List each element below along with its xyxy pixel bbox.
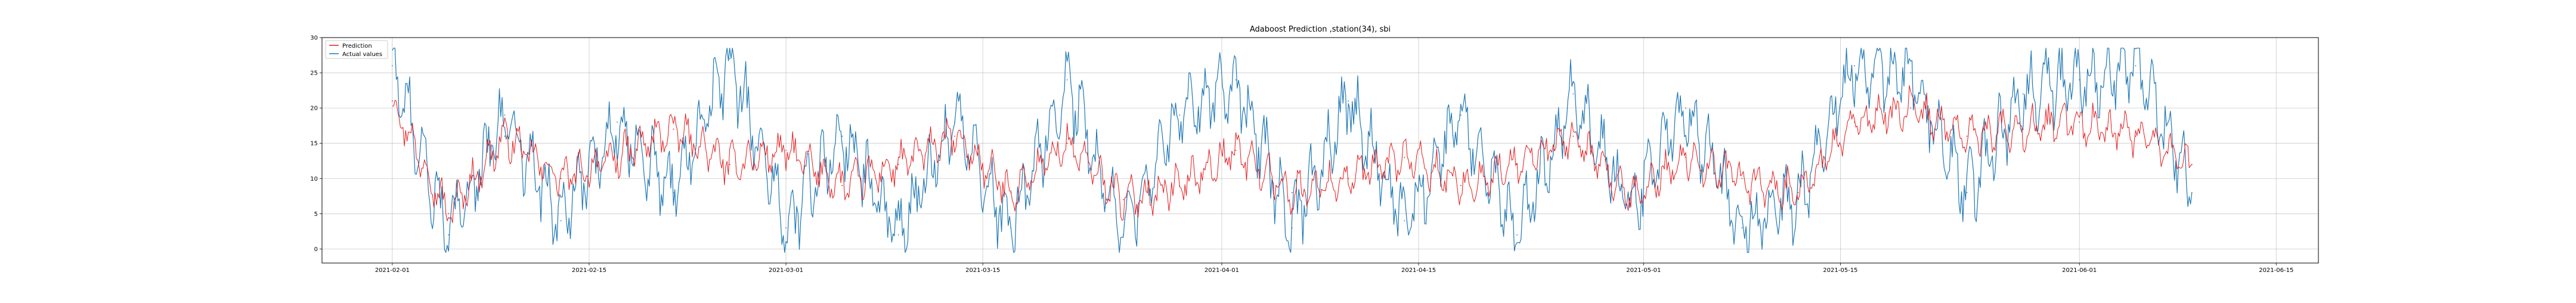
prediction-point <box>1066 143 1068 144</box>
prediction-point <box>897 163 899 165</box>
actual-point <box>1235 79 1237 81</box>
legend-prediction-label: Prediction <box>342 43 372 50</box>
prediction-point <box>1741 178 1743 180</box>
prediction-point <box>1797 191 1799 193</box>
y-tick-label: 25 <box>310 70 318 77</box>
legend-actual-label: Actual values <box>342 51 382 58</box>
actual-point <box>1572 93 1574 95</box>
prediction-point <box>1966 135 1968 137</box>
actual-point <box>560 220 562 222</box>
actual-point <box>1066 79 1068 81</box>
actual-point <box>1460 115 1462 116</box>
actual-point <box>1685 107 1686 109</box>
x-tick-label: 2021-05-01 <box>1626 267 1661 274</box>
prediction-point <box>1235 150 1237 151</box>
x-tick-label: 2021-03-15 <box>965 267 1000 274</box>
prediction-point <box>1910 107 1912 109</box>
prediction-point <box>841 185 843 186</box>
y-tick-label: 15 <box>310 141 318 147</box>
prediction-point <box>1628 199 1630 200</box>
prediction-point <box>2022 128 2024 130</box>
actual-point <box>1404 220 1405 222</box>
actual-point <box>1854 65 1855 67</box>
prediction-point <box>1010 191 1012 193</box>
prediction-point <box>954 135 955 137</box>
x-tick-label: 2021-02-01 <box>375 267 410 274</box>
prediction-point <box>391 100 393 102</box>
prediction-point <box>560 178 562 180</box>
prediction-point <box>1123 199 1124 200</box>
prediction-point <box>2191 163 2193 165</box>
legend-box <box>325 40 388 59</box>
actual-point <box>897 234 899 236</box>
x-tick-label: 2021-02-15 <box>572 267 606 274</box>
legend: Prediction Actual values <box>325 40 388 59</box>
actual-point <box>1348 100 1349 102</box>
actual-point <box>1741 227 1743 228</box>
y-tick-label: 20 <box>310 106 318 112</box>
y-tick-label: 0 <box>314 246 318 253</box>
actual-point <box>1179 115 1181 116</box>
actual-point <box>1010 227 1012 228</box>
actual-point <box>954 121 955 123</box>
y-tick-label: 30 <box>310 35 318 42</box>
prediction-point <box>1179 185 1181 186</box>
y-tick-label: 10 <box>310 176 318 183</box>
actual-point <box>617 121 618 123</box>
prediction-point <box>1348 178 1349 180</box>
actual-point <box>673 191 674 193</box>
actual-point <box>1910 72 1912 73</box>
chart-title: Adaboost Prediction ,station(34), sbi <box>1250 25 1391 34</box>
actual-point <box>2191 191 2193 193</box>
actual-point <box>785 227 787 228</box>
series-lines <box>391 48 2193 253</box>
prediction-point <box>1854 121 1855 123</box>
prediction-point <box>617 156 618 158</box>
x-tick-label: 2021-05-15 <box>1823 267 1857 274</box>
actual-point <box>1628 206 1630 208</box>
actual-point <box>1123 234 1124 236</box>
actual-point <box>1516 234 1518 236</box>
actual-series-line <box>392 48 2193 253</box>
prediction-point <box>1516 163 1518 165</box>
prediction-point <box>1572 135 1574 137</box>
actual-point <box>1966 191 1968 193</box>
plot-background <box>322 38 2318 263</box>
actual-point <box>504 115 506 116</box>
actual-point <box>1291 227 1293 228</box>
actual-point <box>841 135 843 137</box>
axis-ticks: 2021-02-01 2021-02-15 2021-03-01 2021-03-15… <box>310 35 2293 274</box>
actual-point <box>2135 65 2137 67</box>
actual-point <box>2022 93 2024 95</box>
prediction-point <box>1685 156 1686 158</box>
actual-point <box>391 65 393 67</box>
prediction-point <box>1404 156 1405 158</box>
x-tick-label: 2021-06-15 <box>2259 267 2293 274</box>
prediction-point <box>504 135 506 137</box>
x-tick-label: 2021-06-01 <box>2062 267 2097 274</box>
prediction-series-line <box>392 85 2193 223</box>
prediction-point <box>2079 121 2080 123</box>
plot-frame <box>321 37 2319 264</box>
actual-point <box>729 58 730 60</box>
actual-point <box>448 234 450 236</box>
x-tick-label: 2021-04-15 <box>1401 267 1436 274</box>
x-tick-label: 2021-03-01 <box>769 267 803 274</box>
prediction-point <box>2135 135 2137 137</box>
x-tick-label: 2021-04-01 <box>1205 267 1239 274</box>
actual-point <box>2079 79 2080 81</box>
prediction-point <box>448 213 450 215</box>
prediction-point <box>1291 191 1293 193</box>
prediction-point <box>785 150 787 151</box>
prediction-point <box>1460 185 1462 186</box>
y-tick-label: 5 <box>314 211 318 218</box>
prediction-point <box>673 128 674 130</box>
prediction-point <box>729 163 730 165</box>
